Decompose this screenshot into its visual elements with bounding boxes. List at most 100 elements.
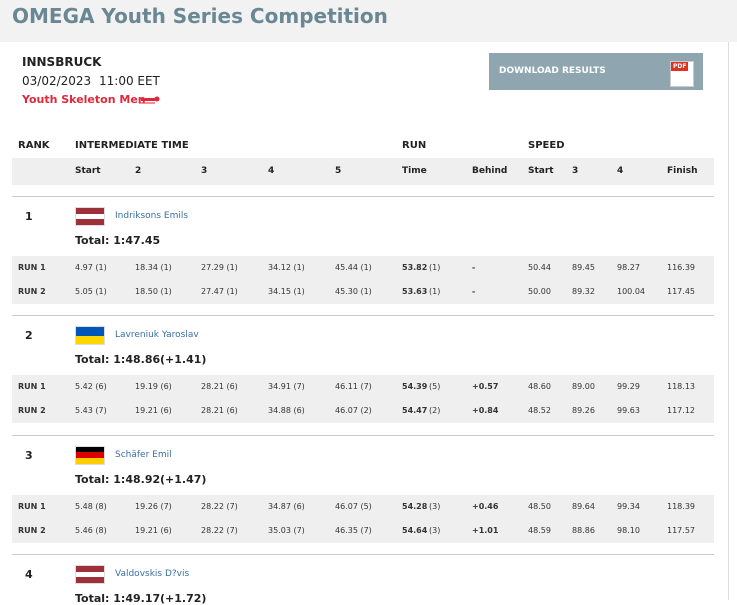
intermediate: 27.47 (1) <box>201 287 238 296</box>
run-time: 53.82 <box>402 263 428 272</box>
download-label: DOWNLOAD RESULTS <box>499 66 606 76</box>
page-title: OMEGA Youth Series Competition <box>12 4 388 28</box>
total-behind: (+1.72) <box>160 591 207 605</box>
run-label: RUN 2 <box>18 406 46 416</box>
flag-stripe <box>76 327 104 336</box>
behind: +0.46 <box>472 501 499 511</box>
runs-background <box>12 494 714 543</box>
athlete-name[interactable]: Schäfer Emil <box>115 449 172 460</box>
total-behind: (+1.41) <box>160 353 207 367</box>
speed: 117.12 <box>667 406 695 416</box>
athlete-name[interactable]: Indriksons Emils <box>115 211 189 221</box>
flag-stripe <box>76 457 104 464</box>
pdf-icon[interactable]: PDF <box>670 61 694 87</box>
speed: 50.44 <box>528 263 551 272</box>
intermediate: 34.88 (6) <box>268 406 305 416</box>
separator <box>12 196 714 197</box>
run-label: RUN 2 <box>18 287 46 296</box>
run-time: 54.47 <box>402 406 428 416</box>
run-time-rank: (5) <box>429 382 441 392</box>
group-header: SPEED <box>528 140 565 151</box>
column-header: Time <box>402 166 427 176</box>
group-header: RUN <box>402 140 427 151</box>
column-header: Behind <box>472 166 508 176</box>
speed: 89.32 <box>572 287 595 296</box>
speed: 89.64 <box>572 501 595 511</box>
speed: 89.45 <box>572 263 595 272</box>
speed: 89.00 <box>572 382 595 392</box>
run-label: RUN 2 <box>18 525 46 535</box>
run-time: 54.64 <box>402 525 428 535</box>
column-header: Start <box>528 166 554 176</box>
date: 03/02/2023 <box>22 74 92 88</box>
run-time-rank: (3) <box>429 525 441 535</box>
speed: 48.59 <box>528 525 551 535</box>
speed: 48.60 <box>528 382 551 392</box>
top-bar <box>0 0 737 42</box>
intermediate: 5.43 (7) <box>75 406 107 416</box>
speed: 88.86 <box>572 525 595 535</box>
run-time: 54.28 <box>402 501 428 511</box>
run-label: RUN 1 <box>18 382 46 392</box>
total: Total: 1:48.92 <box>75 472 161 486</box>
flag <box>75 564 105 584</box>
runs-background <box>12 375 714 424</box>
run-time-rank: (1) <box>429 287 441 296</box>
total: Total: 1:48.86 <box>75 353 161 367</box>
intermediate: 4.97 (1) <box>75 263 107 272</box>
column-header: 5 <box>335 166 342 176</box>
group-header: RANK <box>18 140 50 151</box>
behind: +1.01 <box>472 525 499 535</box>
speed: 99.29 <box>617 382 640 392</box>
behind: - <box>472 263 476 272</box>
behind: +0.57 <box>472 382 499 392</box>
column-header: 3 <box>201 166 208 176</box>
speed: 48.50 <box>528 501 551 511</box>
speed: 117.45 <box>667 287 695 296</box>
speed: 117.57 <box>667 525 695 535</box>
column-header: 3 <box>572 166 579 176</box>
total: Total: 1:47.45 <box>75 234 161 247</box>
run-time: 53.63 <box>402 287 428 296</box>
flag <box>75 326 105 346</box>
runs-background <box>12 256 714 304</box>
total: Total: 1:49.17 <box>75 591 161 605</box>
pdf-text: PDF <box>671 62 689 71</box>
intermediate: 5.46 (8) <box>75 525 107 535</box>
separator <box>12 434 714 436</box>
intermediate: 34.12 (1) <box>268 263 305 272</box>
intermediate: 5.05 (1) <box>75 287 107 296</box>
rank: 1 <box>25 210 33 223</box>
flag-stripe <box>76 219 104 226</box>
athlete-name[interactable]: Lavreniuk Yaroslav <box>115 330 199 341</box>
intermediate: 34.91 (7) <box>268 382 305 392</box>
time: 11:00 EET <box>99 74 160 88</box>
intermediate: 28.22 (7) <box>201 525 238 535</box>
athlete-name[interactable]: Valdovskis D?vis <box>115 568 190 579</box>
column-header: 4 <box>268 166 275 176</box>
intermediate: 19.21 (6) <box>135 406 172 416</box>
flag-stripe <box>76 213 104 220</box>
intermediate: 34.87 (6) <box>268 501 305 511</box>
download-button[interactable]: DOWNLOAD RESULTS <box>489 53 703 90</box>
run-label: RUN 1 <box>18 501 46 511</box>
intermediate: 18.34 (1) <box>135 263 172 272</box>
intermediate: 19.19 (6) <box>135 382 172 392</box>
category: Youth Skeleton Men <box>22 93 146 106</box>
flag-stripe <box>76 446 104 453</box>
total-behind: (+1.47) <box>160 472 207 486</box>
group-header: INTERMEDIATE TIME <box>75 140 189 151</box>
intermediate: 28.22 (7) <box>201 501 238 511</box>
behind: - <box>472 287 476 296</box>
intermediate: 45.30 (1) <box>335 287 372 296</box>
flag-stripe <box>76 335 104 345</box>
speed: 98.10 <box>617 525 640 535</box>
intermediate: 46.11 (7) <box>335 382 372 392</box>
rank: 3 <box>25 448 33 462</box>
flag <box>75 445 105 465</box>
intermediate: 19.26 (7) <box>135 501 172 511</box>
separator <box>12 315 714 317</box>
intermediate: 5.48 (8) <box>75 501 107 511</box>
speed: 48.52 <box>528 406 551 416</box>
